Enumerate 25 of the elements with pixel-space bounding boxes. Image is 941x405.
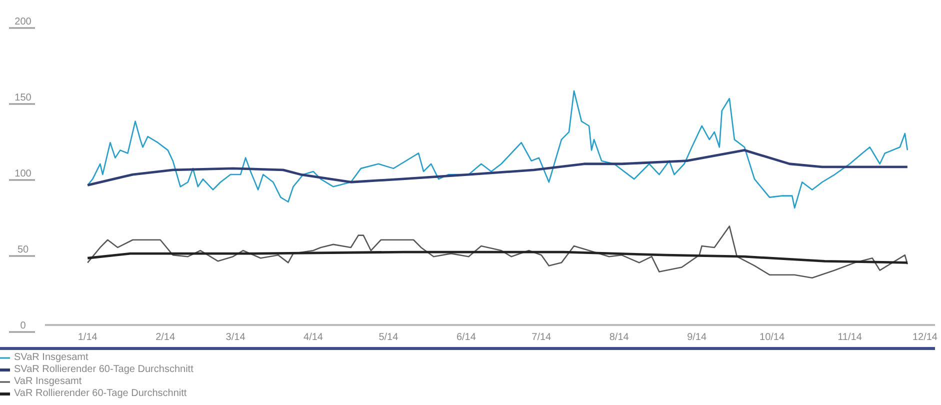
line-series bbox=[86, 226, 908, 279]
legend-label: VaR Rollierender 60-Tage Durchschnitt bbox=[14, 388, 187, 400]
y-tick-label: 150 bbox=[14, 92, 32, 104]
x-tick-label: 6/14 bbox=[456, 332, 476, 344]
x-tick-label: 3/14 bbox=[226, 332, 246, 344]
line-series bbox=[86, 90, 908, 209]
x-tick-label: 2/14 bbox=[156, 332, 176, 344]
x-tick-label: 9/14 bbox=[687, 332, 707, 344]
x-tick-label: 10/14 bbox=[760, 332, 785, 344]
line-series bbox=[86, 250, 909, 264]
line-series bbox=[86, 149, 909, 186]
legend-label: SVaR Insgesamt bbox=[14, 352, 88, 364]
x-tick-label: 11/14 bbox=[838, 332, 862, 344]
y-tick-label: 100 bbox=[14, 168, 32, 180]
y-tick-label: 0 bbox=[20, 320, 26, 332]
x-tick-label: 7/14 bbox=[532, 332, 552, 344]
x-tick-label: 5/14 bbox=[378, 332, 399, 344]
x-tick-label: 1/14 bbox=[78, 332, 98, 344]
y-tick-label: 50 bbox=[17, 244, 29, 256]
x-tick-label: 8/14 bbox=[609, 332, 630, 344]
y-tick-label: 200 bbox=[14, 16, 32, 28]
x-tick-label: 4/14 bbox=[304, 332, 324, 344]
legend-label: SVaR Rollierender 60-Tage Durchschnitt bbox=[14, 364, 194, 376]
legend-label: VaR Insgesamt bbox=[14, 376, 82, 388]
x-tick-label: 12/14 bbox=[912, 332, 938, 344]
